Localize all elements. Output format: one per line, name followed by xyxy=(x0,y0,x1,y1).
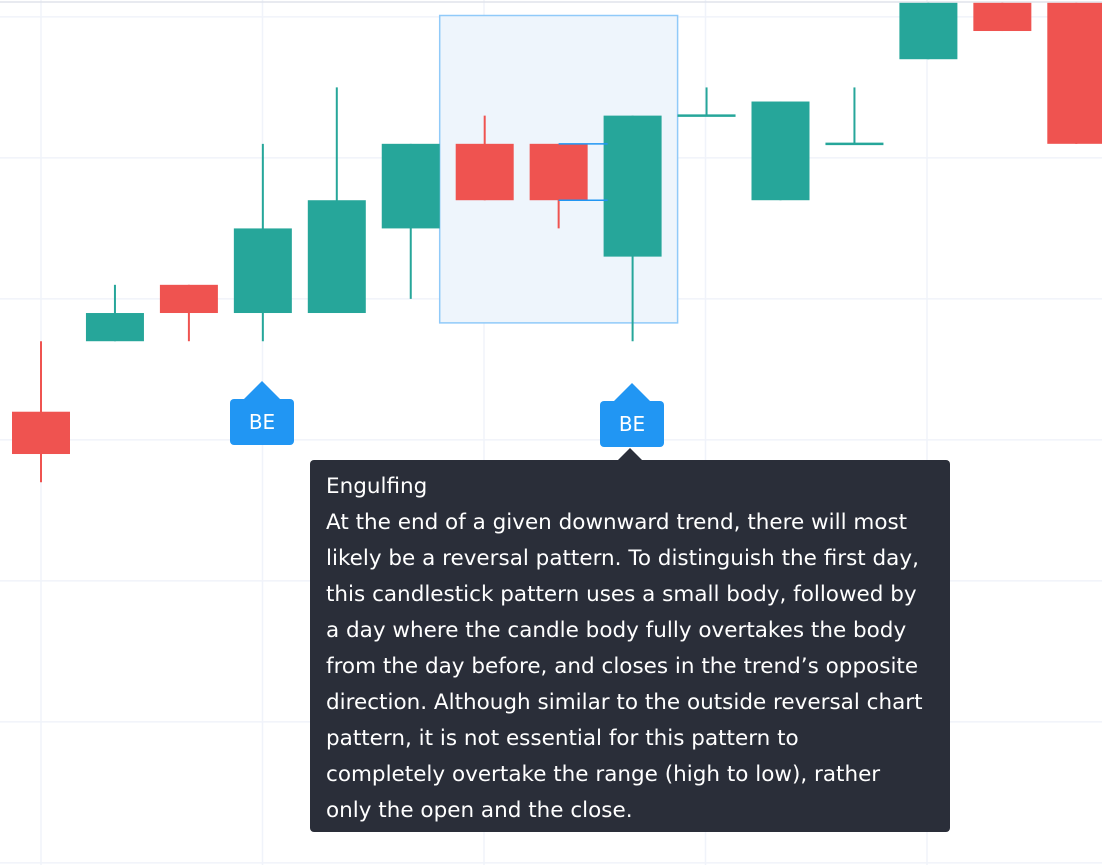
pattern-marker-be-2[interactable]: BE xyxy=(600,383,664,447)
candle-body xyxy=(899,2,958,60)
candle-body xyxy=(12,411,70,455)
candle-body xyxy=(603,115,662,257)
tooltip-line: direction. Although similar to the outsi… xyxy=(326,690,923,715)
candle-body xyxy=(455,143,514,201)
pattern-tooltip: Engulfing At the end of a given downward… xyxy=(310,448,950,832)
tooltip-line: a day where the candle body fully overta… xyxy=(326,618,907,643)
candle-body xyxy=(973,2,1032,32)
tooltip-line: completely overtake the range (high to l… xyxy=(326,762,881,787)
candle-body xyxy=(381,143,440,229)
tooltip-title: Engulfing xyxy=(326,474,428,499)
tooltip-line: from the day before, and closes in the t… xyxy=(326,654,919,679)
candle-body xyxy=(751,101,810,201)
tooltip-line: this candlestick pattern uses a small bo… xyxy=(326,582,917,607)
candle-body xyxy=(1047,2,1102,144)
candle-body xyxy=(529,143,588,201)
tooltip-line: At the end of a given downward trend, th… xyxy=(326,510,908,535)
tooltip-line: likely be a reversal pattern. To disting… xyxy=(326,546,919,571)
tooltip-line: pattern, it is not essential for this pa… xyxy=(326,726,799,751)
candle-body xyxy=(159,284,218,314)
pattern-marker-be-1[interactable]: BE xyxy=(230,381,294,445)
tooltip-line: only the open and the close. xyxy=(326,798,633,823)
candle-body xyxy=(85,313,144,342)
candle-body xyxy=(233,228,292,314)
candle-body xyxy=(307,200,366,314)
